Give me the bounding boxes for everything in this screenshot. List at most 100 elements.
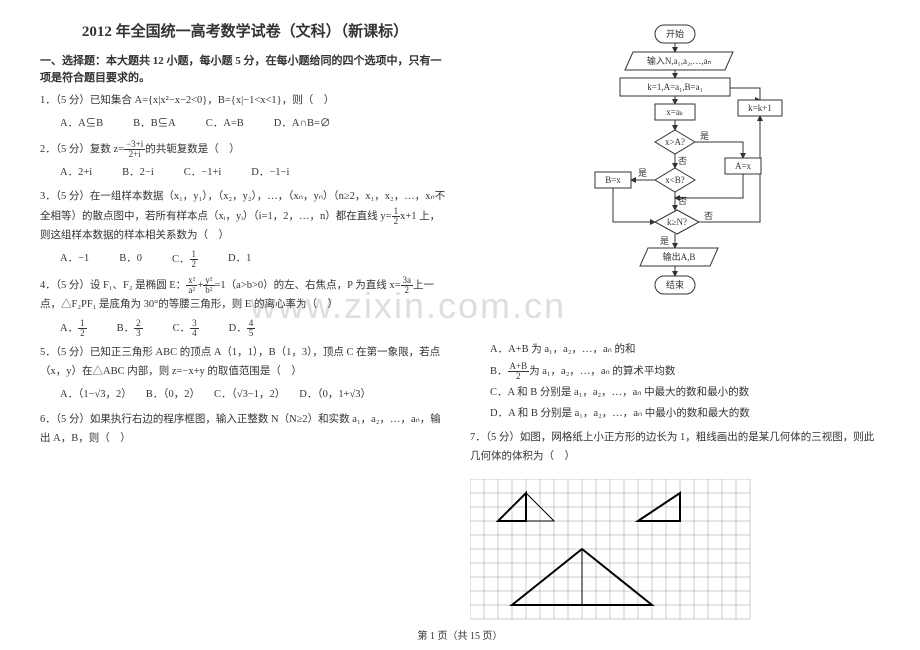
svg-text:x<B?: x<B? — [665, 175, 685, 185]
q4-frac-1b: y²b² — [203, 276, 214, 295]
svg-text:输入N,a₁,a₂,…,aₙ: 输入N,a₁,a₂,…,aₙ — [647, 55, 712, 66]
q1-options: A．A⊆B B．B⊆A C．A=B D．A∩B=∅ — [60, 115, 450, 134]
svg-text:否: 否 — [678, 156, 687, 166]
q6b-pre: B． — [490, 366, 508, 377]
svg-text:k≥N?: k≥N? — [667, 217, 687, 227]
page-columns: 2012 年全国统一高考数学试卷（文科）（新课标） 一、选择题：本大题共 12 … — [40, 20, 880, 623]
q5-opt-c: C．（√3−1，2） — [214, 386, 285, 405]
question-5: 5．（5 分）已知正三角形 ABC 的顶点 A（1，1），B（1，3），顶点 C… — [40, 344, 450, 405]
q5-opt-b: B．（0，2） — [146, 386, 200, 405]
question-4: 4．（5 分）设 F₁、F₂ 是椭圆 E：x²a²+y²b²=1（a>b>0）的… — [40, 276, 450, 338]
q2-frac: −3+i2+i — [124, 140, 145, 159]
q2-post: 的共轭复数是（ ） — [145, 144, 240, 155]
q6-text: 6．（5 分）如果执行右边的程序框图，输入正整数 N（N≥2）和实数 a₁，a₂… — [40, 414, 441, 444]
q4-d1b: b² — [203, 286, 214, 295]
svg-text:否: 否 — [678, 196, 687, 206]
q6-options: A．A+B 为 a₁，a₂，…，aₙ 的和 B．A+B2为 a₁，a₂，…，aₙ… — [490, 341, 880, 423]
q4-opt-a: A．12 — [60, 319, 87, 339]
q4-options: A．12 B．23 C．34 D．45 — [60, 319, 450, 339]
q7-text: 7．（5 分）如图，网格纸上小正方形的边长为 1，粗线画出的是某几何体的三视图，… — [470, 432, 874, 462]
q6b-d: 2 — [508, 372, 530, 381]
q3-c-den: 2 — [190, 260, 199, 269]
q3-opt-d: D．1 — [228, 250, 251, 270]
q3-opt-b: B．0 — [119, 250, 142, 270]
q4-d1a: a² — [186, 286, 197, 295]
grid-svg — [470, 479, 751, 620]
left-column: 2012 年全国统一高考数学试卷（文科）（新课标） 一、选择题：本大题共 12 … — [40, 20, 450, 623]
q6b-post: 为 a₁，a₂，…，aₙ 的算术平均数 — [529, 366, 675, 377]
q5-opt-d: D．（0，1+√3） — [299, 386, 371, 405]
q4-text-b: =1（a>b>0）的左、右焦点，P 为直线 x= — [215, 280, 401, 291]
section-header: 一、选择题：本大题共 12 小题，每小题 5 分，在每小题给同的四个选项中，只有… — [40, 53, 450, 86]
svg-text:B=x: B=x — [605, 175, 621, 185]
q3-options: A．−1 B．0 C．12 D．1 — [60, 250, 450, 270]
q4a-d: 2 — [78, 329, 87, 338]
q6-opt-b: B．A+B2为 a₁，a₂，…，aₙ 的算术平均数 — [490, 362, 880, 382]
q1-opt-c: C．A=B — [206, 115, 244, 134]
q4b-d: 3 — [134, 329, 143, 338]
q4-opt-b: B．23 — [117, 319, 143, 339]
svg-text:是: 是 — [638, 168, 647, 178]
flowchart-svg: 否是是否是否开始输入N,a₁,a₂,…,aₙk=1,A=a₁,B=a₁x=aₖx… — [560, 20, 790, 330]
q6-opt-a: A．A+B 为 a₁，a₂，…，aₙ 的和 — [490, 341, 880, 360]
q2-options: A．2+i B．2−i C．−1+i D．−1−i — [60, 164, 450, 183]
q1-text: 1．（5 分）已知集合 A={x|x²−x−2<0}，B={x|−1<x<1}，… — [40, 95, 334, 106]
svg-text:输出A,B: 输出A,B — [663, 251, 696, 262]
svg-text:是: 是 — [700, 131, 709, 141]
q1-opt-a: A．A⊆B — [60, 115, 103, 134]
q2-opt-d: D．−1−i — [251, 164, 289, 183]
q3-opt-a: A．−1 — [60, 250, 89, 270]
q1-opt-b: B．B⊆A — [133, 115, 176, 134]
q1-opt-d: D．A∩B=∅ — [274, 115, 331, 134]
q2-opt-a: A．2+i — [60, 164, 92, 183]
question-3: 3．（5 分）在一组样本数据（x₁，y₁），（x₂，y₂），…，（xₙ，yₙ）（… — [40, 188, 450, 269]
svg-text:否: 否 — [704, 211, 713, 221]
q3-frac: 12 — [392, 207, 401, 226]
right-column: 否是是否是否开始输入N,a₁,a₂,…,aₙk=1,A=a₁,B=a₁x=aₖx… — [470, 20, 880, 623]
q6-opt-c: C．A 和 B 分别是 a₁，a₂，…，aₙ 中最大的数和最小的数 — [490, 384, 880, 403]
q4-frac-2: 3a2 — [401, 276, 414, 295]
q4-frac-1a: x²a² — [186, 276, 197, 295]
q4-opt-d: D．45 — [229, 319, 256, 339]
q6-opt-d: D．A 和 B 分别是 a₁，a₂，…，aₙ 中最小的数和最大的数 — [490, 405, 880, 424]
svg-text:x=aₖ: x=aₖ — [666, 107, 684, 117]
q4-d2: 2 — [401, 286, 414, 295]
svg-text:k=k+1: k=k+1 — [748, 103, 772, 113]
q4-a-pre: A． — [60, 322, 78, 333]
svg-text:结束: 结束 — [666, 279, 684, 290]
q3-opt-c: C．12 — [172, 250, 198, 270]
q4-c-frac: 34 — [190, 319, 199, 338]
q2-opt-c: C．−1+i — [184, 164, 222, 183]
flowchart-container: 否是是否是否开始输入N,a₁,a₂,…,aₙk=1,A=a₁,B=a₁x=aₖx… — [470, 20, 880, 333]
question-1: 1．（5 分）已知集合 A={x|x²−x−2<0}，B={x|−1<x<1}，… — [40, 92, 450, 134]
q4-c-pre: C． — [173, 322, 191, 333]
exam-title: 2012 年全国统一高考数学试卷（文科）（新课标） — [40, 20, 450, 41]
q5-options: A．（1−√3，2） B．（0，2） C．（√3−1，2） D．（0，1+√3） — [60, 386, 450, 405]
q5-text: 5．（5 分）已知正三角形 ABC 的顶点 A（1，1），B（1，3），顶点 C… — [40, 347, 440, 377]
grid-figure-container — [470, 473, 880, 623]
q4-text-a: 4．（5 分）设 F₁、F₂ 是椭圆 E： — [40, 280, 186, 291]
q4c-d: 4 — [190, 329, 199, 338]
q3-c-frac: 12 — [190, 250, 199, 269]
question-6: 6．（5 分）如果执行右边的程序框图，输入正整数 N（N≥2）和实数 a₁，a₂… — [40, 411, 450, 449]
question-2: 2．（5 分）复数 z=−3+i2+i的共轭复数是（ ） A．2+i B．2−i… — [40, 140, 450, 183]
q4-b-frac: 23 — [134, 319, 143, 338]
q3-text-a: 3．（5 分）在一组样本数据（x₁，y₁），（x₂，y₂），…，（xₙ，yₙ）（… — [40, 191, 445, 222]
svg-text:x>A?: x>A? — [665, 137, 685, 147]
q3-c-pre: C． — [172, 254, 190, 265]
q4-d-frac: 45 — [247, 319, 256, 338]
question-7: 7．（5 分）如图，网格纸上小正方形的边长为 1，粗线画出的是某几何体的三视图，… — [470, 429, 880, 467]
svg-text:开始: 开始 — [666, 28, 684, 39]
page-footer: 第 1 页（共 15 页） — [0, 627, 920, 642]
q2-pre: 2．（5 分）复数 z= — [40, 144, 124, 155]
q2-opt-b: B．2−i — [122, 164, 154, 183]
q3-den: 2 — [392, 217, 401, 226]
svg-text:k=1,A=a₁,B=a₁: k=1,A=a₁,B=a₁ — [647, 82, 703, 92]
svg-text:A=x: A=x — [735, 161, 752, 171]
q4-b-pre: B． — [117, 322, 135, 333]
q4-d-pre: D． — [229, 322, 247, 333]
q4d-d: 5 — [247, 329, 256, 338]
q5-opt-a: A．（1−√3，2） — [60, 386, 132, 405]
q6b-frac: A+B2 — [508, 362, 530, 381]
q4-opt-c: C．34 — [173, 319, 199, 339]
